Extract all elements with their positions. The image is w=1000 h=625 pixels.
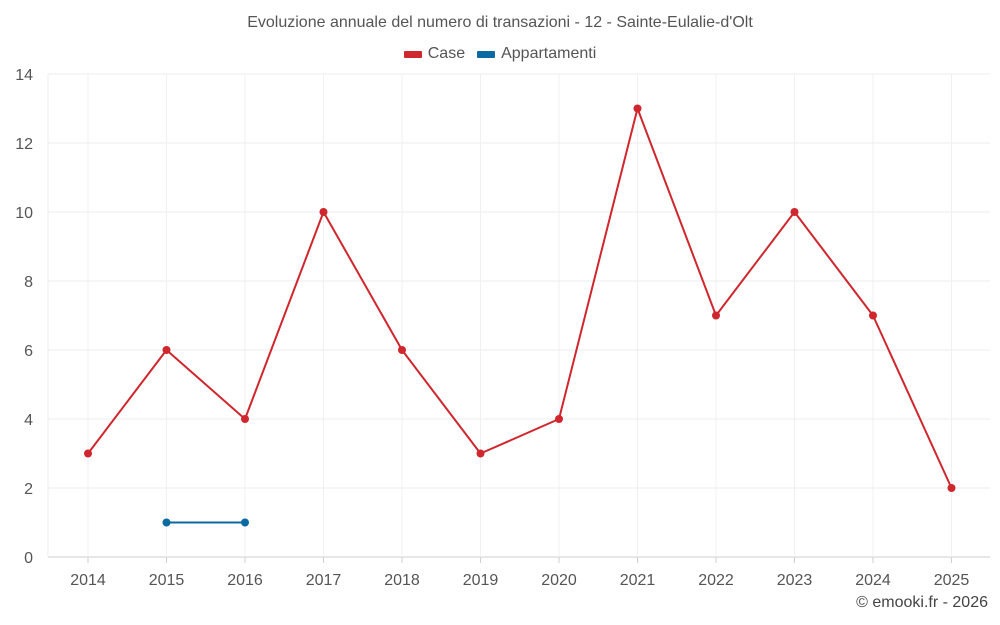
data-point-appartamenti	[241, 518, 249, 527]
data-point-case	[162, 346, 171, 354]
series-line-case	[87, 107, 953, 489]
x-tick-label: 2022	[698, 572, 734, 589]
y-tick-label: 4	[24, 412, 33, 429]
chart-title: Evoluzione annuale del numero di transaz…	[247, 14, 753, 31]
data-point-appartamenti	[162, 518, 171, 527]
x-tick-label: 2016	[227, 572, 263, 589]
x-tick-label: 2018	[384, 572, 420, 589]
legend-item-case[interactable]: Case	[403, 45, 466, 63]
data-point-case	[398, 346, 406, 354]
data-point-case	[241, 415, 249, 423]
x-tick-label: 2017	[306, 572, 342, 589]
data-point-case	[869, 311, 877, 320]
data-point-case	[633, 104, 642, 113]
y-tick-label: 14	[15, 67, 33, 84]
data-point-case	[319, 208, 328, 216]
legend-item-appartamenti[interactable]: Appartamenti	[477, 45, 596, 63]
x-tick-label: 2023	[777, 572, 813, 589]
y-tick-label: 8	[24, 274, 33, 291]
x-tick-label: 2025	[934, 572, 970, 589]
x-tick-label: 2024	[855, 572, 891, 589]
legend-swatch-appartamenti	[477, 50, 496, 58]
y-tick-label: 6	[24, 343, 33, 360]
x-tick-label: 2014	[70, 572, 106, 589]
data-point-case	[476, 449, 485, 458]
legend: Case Appartamenti	[0, 45, 1000, 63]
data-point-case	[947, 484, 956, 492]
credit-text: © emooki.fr - 2026	[856, 594, 988, 611]
legend-swatch-case	[403, 50, 422, 58]
data-point-case	[790, 208, 799, 216]
x-tick-label: 2015	[149, 572, 185, 589]
legend-label-appartamenti: Appartamenti	[501, 45, 597, 62]
x-tick-label: 2021	[620, 572, 656, 589]
y-tick-label: 0	[24, 550, 33, 567]
data-point-case	[84, 449, 92, 458]
legend-label-case: Case	[427, 45, 466, 62]
y-tick-label: 10	[15, 205, 33, 222]
y-tick-label: 2	[24, 481, 33, 498]
data-point-case	[555, 415, 563, 423]
y-tick-label: 12	[15, 136, 33, 153]
data-point-case	[712, 311, 720, 320]
x-tick-label: 2020	[541, 572, 577, 589]
x-tick-label: 2019	[463, 572, 499, 589]
